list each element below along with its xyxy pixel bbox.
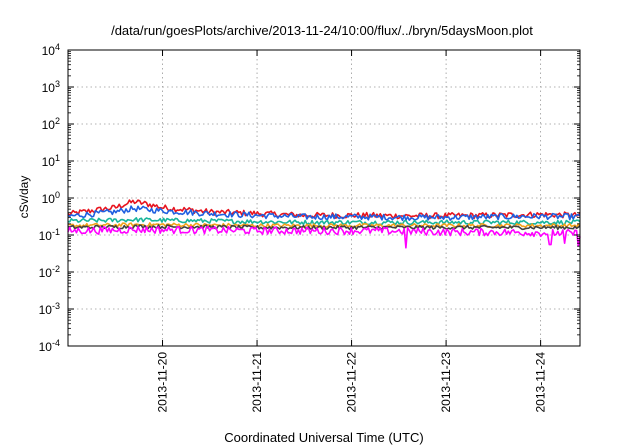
grid-lines — [68, 50, 580, 346]
y-tick-label: 103 — [42, 79, 60, 95]
series-line — [67, 205, 581, 222]
x-tick-label: 2013-11-24 — [534, 352, 548, 413]
series-line — [67, 224, 581, 231]
y-tick-label: 10-1 — [39, 227, 60, 243]
x-tick-label: 2013-11-23 — [439, 352, 453, 413]
y-tick-label: 10-3 — [39, 301, 60, 317]
y-tick-label: 10-2 — [39, 264, 60, 280]
series-line — [67, 199, 581, 220]
series-layer — [67, 199, 581, 249]
y-tick-label: 100 — [42, 190, 60, 206]
x-tick-label: 2013-11-20 — [156, 352, 170, 413]
y-tick-label: 10-4 — [39, 338, 60, 354]
x-axis-label: Coordinated Universal Time (UTC) — [224, 430, 423, 445]
axis-ticks: 10-4 10-3 10-2 10-1 100 101 102 103 104 2013-11-2… — [39, 42, 580, 413]
series-line — [67, 225, 581, 249]
y-axis-label: cSv/day — [17, 176, 31, 219]
y-tick-label: 101 — [42, 153, 60, 169]
chart-title: /data/run/goesPlots/archive/2013-11-24/1… — [111, 23, 533, 38]
x-tick-label: 2013-11-21 — [250, 352, 264, 413]
series-line — [67, 217, 581, 226]
y-tick-label: 102 — [42, 116, 60, 132]
y-tick-label: 104 — [42, 42, 60, 58]
x-tick-label: 2013-11-22 — [345, 352, 359, 413]
